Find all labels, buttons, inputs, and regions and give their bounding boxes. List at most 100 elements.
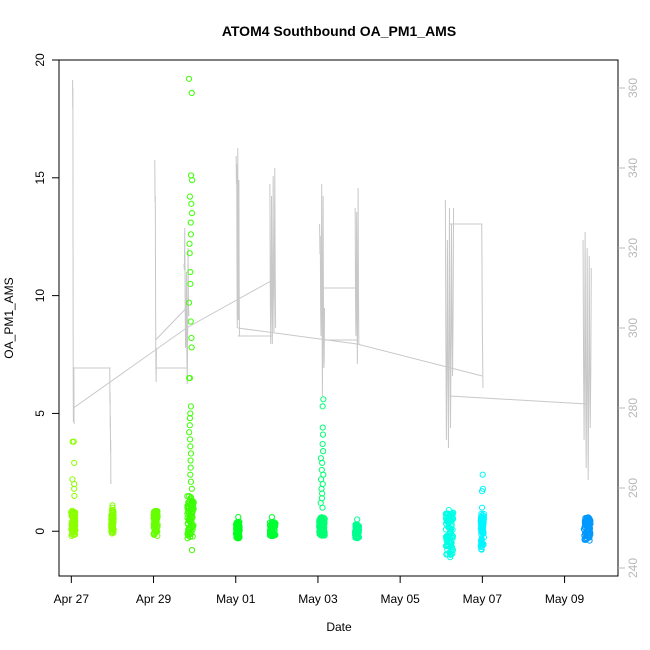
data-point [184,530,191,538]
x-tick-label: May 03 [298,592,338,606]
point-cluster [266,513,279,540]
secondary-trace [269,167,277,345]
data-point [187,457,194,464]
data-point [267,532,275,539]
y-tick-label: 10 [33,289,47,303]
y-tick-label: 0 [33,528,47,535]
secondary-trace [444,199,455,449]
data-point [151,508,158,515]
data-point [186,193,193,200]
data-point [355,534,362,541]
secondary-trace [183,227,190,385]
data-point [109,502,116,509]
data-point [187,318,194,325]
data-point [319,431,327,438]
data-points [68,75,594,561]
data-point [317,519,325,527]
secondary-trace [154,159,157,383]
data-point [187,280,194,287]
data-point [478,537,485,544]
data-point [185,299,193,306]
data-point [352,527,359,534]
secondary-trace [319,183,326,397]
point-cluster [442,506,457,561]
data-point [354,532,361,540]
data-point [188,344,195,351]
data-point [186,250,193,257]
data-point [71,514,78,521]
data-point [187,219,194,226]
data-point [319,459,326,467]
y-tick-label: 20 [33,53,47,67]
point-cluster [150,508,161,540]
secondary-trace [481,223,484,389]
data-point [445,506,452,514]
data-point [479,526,486,533]
data-point [187,436,194,443]
data-point [448,539,455,547]
data-point [478,510,485,517]
point-cluster [477,471,488,553]
data-point [188,177,196,184]
y-tick-label: 5 [33,410,47,417]
secondary-connector [73,279,273,409]
data-point [151,531,158,538]
data-point [586,533,593,541]
data-point [478,504,486,511]
data-point [449,546,457,554]
y2-tick-label: 360 [626,78,640,98]
data-point [235,522,242,530]
data-point [190,522,197,529]
data-point [444,510,451,517]
data-point [71,459,78,467]
secondary-connector [155,307,187,341]
data-point [581,523,588,531]
data-point [321,515,328,523]
data-point [447,554,454,561]
y-tick-label: 15 [33,171,47,185]
data-point [188,334,195,342]
data-point [184,505,191,512]
data-point [188,89,195,97]
data-point [109,504,116,511]
x-tick-label: May 07 [463,592,503,606]
secondary-trace [582,231,592,481]
data-point [448,543,455,551]
data-point [443,535,450,542]
data-point [320,448,327,455]
data-point [444,546,451,553]
data-point [187,530,194,538]
data-point [319,424,326,431]
data-point [109,522,116,529]
data-point [188,546,196,554]
data-point [153,520,160,527]
data-point [320,396,327,403]
data-point [352,522,359,530]
point-cluster [351,516,363,542]
data-point [187,443,194,450]
data-point [185,75,193,82]
data-point [187,403,195,410]
x-axis: Apr 27 Apr 29 May 01 May 03 May 05 May 07 May … [54,575,585,606]
data-point [186,240,193,247]
data-point [109,518,116,525]
data-point [449,533,457,540]
data-point [586,537,593,544]
data-point [186,415,194,422]
data-point [110,507,117,515]
data-point [477,520,485,527]
point-cluster [108,502,117,537]
data-point [186,422,193,429]
point-cluster [184,75,197,554]
data-point [187,464,194,471]
data-point [268,513,276,521]
data-point [478,488,486,495]
point-cluster [316,396,328,539]
data-point [319,403,326,410]
y-axis-label: OA_PM1_AMS [2,277,16,358]
secondary-series [72,79,592,485]
y2-tick-label: 260 [626,478,640,498]
x-tick-label: May 09 [545,592,585,606]
data-point [110,512,117,519]
data-point [318,532,326,539]
